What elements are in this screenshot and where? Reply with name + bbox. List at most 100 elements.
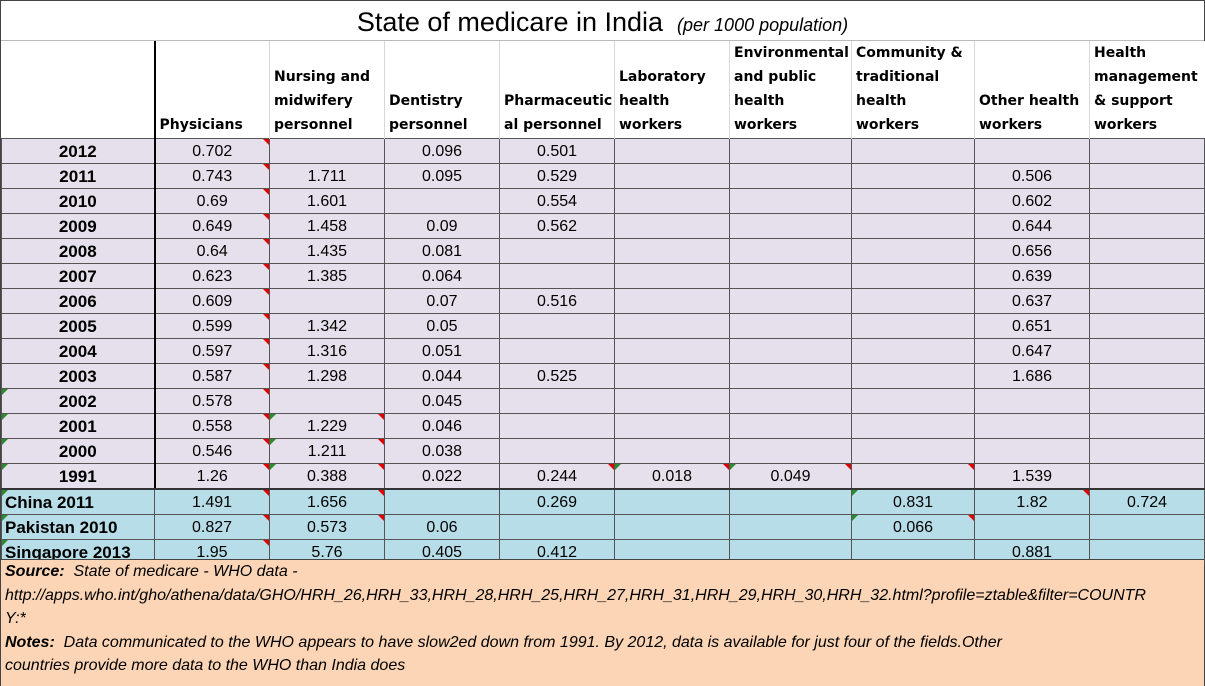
table-cell: 1.601 bbox=[269, 188, 385, 214]
table-cell bbox=[614, 138, 730, 164]
table-cell: 0.724 bbox=[1089, 488, 1205, 515]
table-cell: 0.516 bbox=[499, 288, 615, 314]
table-cell: 0.644 bbox=[974, 213, 1090, 239]
table-cell: 0.623 bbox=[154, 263, 270, 289]
column-header-line: Other health bbox=[979, 93, 1080, 109]
table-cell: 0.831 bbox=[851, 488, 975, 515]
column-header: Health management & support workers bbox=[1089, 41, 1205, 139]
table-row: 2007 0.623 1.385 0.064 0.639 bbox=[1, 263, 1205, 289]
table-cell bbox=[1089, 213, 1205, 239]
table-cell: 1.656 bbox=[269, 488, 385, 515]
column-header-line: personnel bbox=[274, 117, 353, 133]
row-label: 2008 bbox=[1, 238, 156, 264]
table-cell: 0.578 bbox=[154, 388, 270, 414]
table-cell bbox=[851, 163, 975, 189]
table-cell: 0.044 bbox=[384, 363, 500, 389]
table-cell bbox=[269, 288, 385, 314]
table-cell: 1.342 bbox=[269, 313, 385, 339]
table-cell bbox=[974, 138, 1090, 164]
table-cell: 0.827 bbox=[154, 514, 270, 540]
page-title: State of medicare in India bbox=[356, 7, 664, 37]
table-cell: 1.26 bbox=[154, 463, 270, 490]
table-cell bbox=[614, 514, 730, 540]
medicare-table: Physicians Nursing and midwifery personnel D… bbox=[1, 41, 1205, 565]
table-cell: 1.385 bbox=[269, 263, 385, 289]
footer-notes: Source: State of medicare - WHO data - h… bbox=[1, 559, 1204, 686]
table-cell bbox=[499, 313, 615, 339]
column-header-line: & support bbox=[1094, 93, 1173, 109]
table-cell bbox=[269, 388, 385, 414]
column-header: Environmental and public health workers bbox=[729, 41, 852, 139]
table-cell: 0.573 bbox=[269, 514, 385, 540]
column-header-line: health workers bbox=[856, 93, 920, 133]
table-cell bbox=[851, 338, 975, 364]
table-cell bbox=[851, 188, 975, 214]
table-cell: 1.298 bbox=[269, 363, 385, 389]
table-cell bbox=[614, 288, 730, 314]
table-cell: 0.081 bbox=[384, 238, 500, 264]
table-cell bbox=[1089, 388, 1205, 414]
table-cell bbox=[1089, 188, 1205, 214]
column-header-line: personnel bbox=[389, 117, 468, 133]
table-cell: 0.562 bbox=[499, 213, 615, 239]
column-header-line: and public bbox=[734, 69, 817, 85]
table-row: 2009 0.649 1.458 0.09 0.562 0.644 bbox=[1, 213, 1205, 239]
table-cell bbox=[729, 514, 852, 540]
table-cell bbox=[1089, 438, 1205, 464]
row-label: China 2011 bbox=[1, 488, 155, 515]
source-label: Source: bbox=[5, 563, 65, 580]
column-header-line: Community & bbox=[856, 45, 963, 61]
row-label: 1991 bbox=[1, 463, 156, 490]
table-cell bbox=[499, 263, 615, 289]
column-header-line: midwifery bbox=[274, 93, 353, 109]
table-cell: 0.702 bbox=[154, 138, 270, 164]
table-cell: 1.711 bbox=[269, 163, 385, 189]
table-cell: 0.599 bbox=[154, 313, 270, 339]
table-row: China 2011 1.491 1.656 0.269 0.831 1.82 0.724 bbox=[1, 488, 1205, 515]
column-header-line: management bbox=[1094, 69, 1198, 85]
table-cell bbox=[499, 238, 615, 264]
table-cell bbox=[851, 238, 975, 264]
table-row: 2012 0.702 0.096 0.501 bbox=[1, 138, 1205, 164]
table-cell bbox=[851, 438, 975, 464]
table-cell: 0.244 bbox=[499, 463, 615, 490]
column-header: Laboratory health workers bbox=[614, 41, 730, 139]
column-header-line: traditional bbox=[856, 69, 940, 85]
table-cell bbox=[614, 313, 730, 339]
table-cell bbox=[614, 163, 730, 189]
table-cell: 0.501 bbox=[499, 138, 615, 164]
column-header-line: Pharmaceutic bbox=[504, 93, 613, 109]
table-cell bbox=[614, 413, 730, 439]
column-header-line: al personnel bbox=[504, 117, 602, 133]
table-cell bbox=[384, 188, 500, 214]
table-cell bbox=[1089, 514, 1205, 540]
table-cell: 1.435 bbox=[269, 238, 385, 264]
table-cell: 0.546 bbox=[154, 438, 270, 464]
column-header: Pharmaceutic al personnel bbox=[499, 41, 615, 139]
table-cell bbox=[1089, 363, 1205, 389]
table-cell bbox=[614, 213, 730, 239]
table-cell bbox=[499, 413, 615, 439]
table-cell: 0.558 bbox=[154, 413, 270, 439]
table-cell: 0.525 bbox=[499, 363, 615, 389]
table-cell bbox=[1089, 413, 1205, 439]
row-label: 2003 bbox=[1, 363, 156, 389]
table-cell: 0.018 bbox=[614, 463, 730, 490]
notes-line: Notes: Data communicated to the WHO appe… bbox=[1, 631, 1204, 655]
table-cell: 1.316 bbox=[269, 338, 385, 364]
table-cell: 0.06 bbox=[384, 514, 500, 540]
table-cell bbox=[851, 263, 975, 289]
table-row: 2005 0.599 1.342 0.05 0.651 bbox=[1, 313, 1205, 339]
table-row: 2003 0.587 1.298 0.044 0.525 1.686 bbox=[1, 363, 1205, 389]
table-cell bbox=[1089, 263, 1205, 289]
table-row: 2011 0.743 1.711 0.095 0.529 0.506 bbox=[1, 163, 1205, 189]
table-cell: 0.066 bbox=[851, 514, 975, 540]
table-cell bbox=[851, 463, 975, 490]
column-header-line: workers bbox=[979, 117, 1043, 133]
column-header: Physicians bbox=[154, 41, 270, 139]
source-line: Source: State of medicare - WHO data - bbox=[1, 560, 1204, 584]
table-row: 2001 0.558 1.229 0.046 bbox=[1, 413, 1205, 439]
table-cell: 0.554 bbox=[499, 188, 615, 214]
table-cell: 1.229 bbox=[269, 413, 385, 439]
